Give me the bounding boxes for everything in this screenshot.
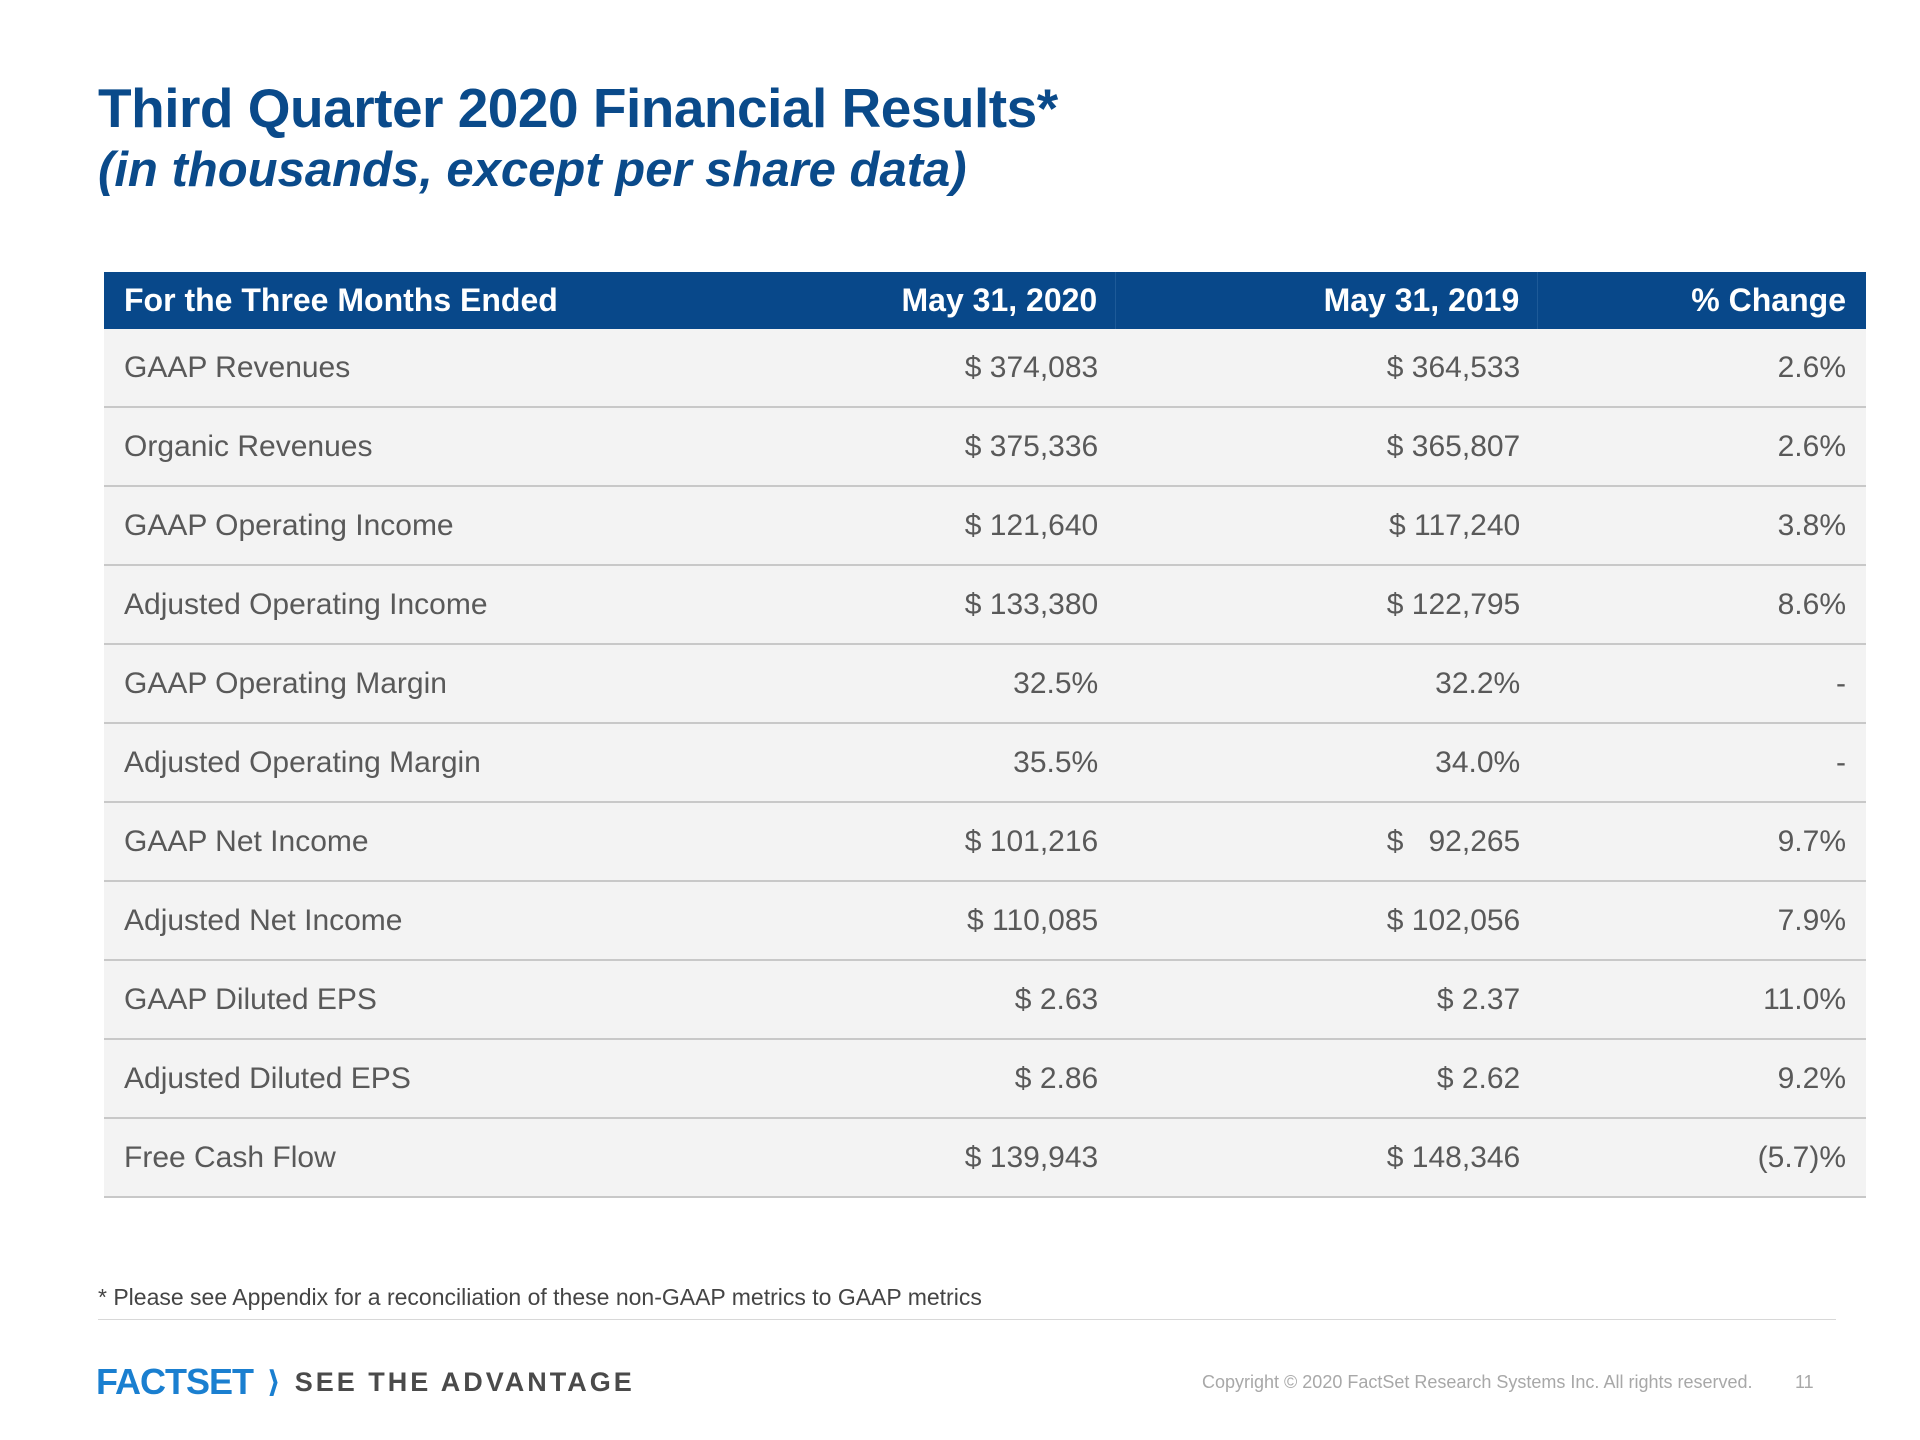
factset-logo: FACTSET — [96, 1361, 254, 1402]
value-2020: $ 133,380 — [964, 587, 1099, 621]
metric-label: Adjusted Operating Margin — [124, 745, 481, 779]
value-2019: $ 148,346 — [1386, 1140, 1521, 1174]
value-2019: 32.2% — [1435, 666, 1521, 700]
table-row: Adjusted Operating Margin 35.5% 34.0% - — [104, 724, 1866, 803]
value-2019: $ 364,533 — [1386, 350, 1521, 384]
table-row: GAAP Net Income $ 101,216 $ 92,265 9.7% — [104, 803, 1866, 882]
column-header-2019: May 31, 2019 — [1116, 272, 1539, 329]
metric-label: GAAP Operating Income — [124, 508, 454, 542]
value-2019: $ 117,240 — [1389, 508, 1521, 542]
table-row: Adjusted Diluted EPS $ 2.86 $ 2.62 9.2% — [104, 1040, 1866, 1119]
percent-change: 2.6% — [1777, 429, 1846, 463]
table-row: GAAP Operating Income $ 121,640 $ 117,240 3… — [104, 487, 1866, 566]
brand-footer: FACTSET ⟩ SEE THE ADVANTAGE — [96, 1361, 635, 1403]
column-header-period: For the Three Months Ended — [124, 282, 558, 318]
percent-change: - — [1836, 745, 1846, 779]
metric-label: Organic Revenues — [124, 429, 373, 463]
table-row: Free Cash Flow $ 139,943 $ 148,346 (5.7)% — [104, 1119, 1866, 1198]
percent-change: (5.7)% — [1757, 1140, 1846, 1174]
chevron-right-icon: ⟩ — [267, 1365, 281, 1399]
page-number: 11 — [1795, 1372, 1814, 1392]
value-2020: $ 2.86 — [1014, 1061, 1099, 1095]
metric-label: GAAP Net Income — [124, 824, 369, 858]
percent-change: - — [1836, 666, 1846, 700]
table-row: GAAP Diluted EPS $ 2.63 $ 2.37 11.0% — [104, 961, 1866, 1040]
metric-label: GAAP Revenues — [124, 350, 351, 384]
value-2019: $ 365,807 — [1386, 429, 1521, 463]
brand-tagline: SEE THE ADVANTAGE — [294, 1366, 635, 1397]
table-header-row: For the Three Months Ended May 31, 2020 … — [104, 272, 1866, 329]
column-header-2020: May 31, 2020 — [687, 272, 1117, 329]
percent-change: 9.2% — [1777, 1061, 1846, 1095]
table-row: GAAP Operating Margin 32.5% 32.2% - — [104, 645, 1866, 724]
value-2020: $ 139,943 — [964, 1140, 1099, 1174]
table-row: GAAP Revenues $ 374,083 $ 364,533 2.6% — [104, 329, 1866, 408]
copyright-notice: Copyright © 2020 FactSet Research System… — [1202, 1372, 1753, 1392]
value-2020: $ 375,336 — [964, 429, 1099, 463]
metric-label: Free Cash Flow — [124, 1140, 336, 1174]
percent-change: 8.6% — [1777, 587, 1846, 621]
slide-title: Third Quarter 2020 Financial Results* — [98, 77, 1058, 139]
table-row: Adjusted Net Income $ 110,085 $ 102,056 7.9… — [104, 882, 1866, 961]
slide-subtitle: (in thousands, except per share data) — [98, 143, 967, 197]
financial-results-table: For the Three Months Ended May 31, 2020 … — [104, 272, 1866, 1198]
metric-label: Adjusted Net Income — [124, 903, 403, 937]
value-2020: $ 2.63 — [1014, 982, 1099, 1016]
column-header-change: % Change — [1691, 282, 1846, 318]
metric-label: GAAP Operating Margin — [124, 666, 447, 700]
percent-change: 2.6% — [1777, 350, 1846, 384]
percent-change: 9.7% — [1777, 824, 1846, 858]
value-2019: $ 102,056 — [1386, 903, 1521, 937]
metric-label: Adjusted Diluted EPS — [124, 1061, 411, 1095]
value-2020: 32.5% — [1013, 666, 1099, 700]
value-2019: $ 2.62 — [1436, 1061, 1521, 1095]
footer-divider — [98, 1319, 1836, 1320]
value-2020: $ 121,640 — [964, 508, 1099, 542]
value-2019: $ 2.37 — [1436, 982, 1521, 1016]
percent-change: 11.0% — [1763, 982, 1846, 1016]
value-2019: 34.0% — [1435, 745, 1521, 779]
percent-change: 3.8% — [1777, 508, 1846, 542]
value-2019: $ 122,795 — [1386, 587, 1521, 621]
value-2019: $ 92,265 — [1386, 824, 1521, 858]
percent-change: 7.9% — [1777, 903, 1846, 937]
value-2020: $ 374,083 — [964, 350, 1099, 384]
table-row: Adjusted Operating Income $ 133,380 $ 122,… — [104, 566, 1866, 645]
table-body: GAAP Revenues $ 374,083 $ 364,533 2.6% Organ… — [104, 329, 1866, 1198]
table-row: Organic Revenues $ 375,336 $ 365,807 2.6% — [104, 408, 1866, 487]
value-2020: $ 110,085 — [966, 903, 1099, 937]
value-2020: $ 101,216 — [964, 824, 1099, 858]
footnote: * Please see Appendix for a reconciliati… — [98, 1284, 982, 1310]
metric-label: GAAP Diluted EPS — [124, 982, 377, 1016]
metric-label: Adjusted Operating Income — [124, 587, 488, 621]
value-2020: 35.5% — [1013, 745, 1099, 779]
